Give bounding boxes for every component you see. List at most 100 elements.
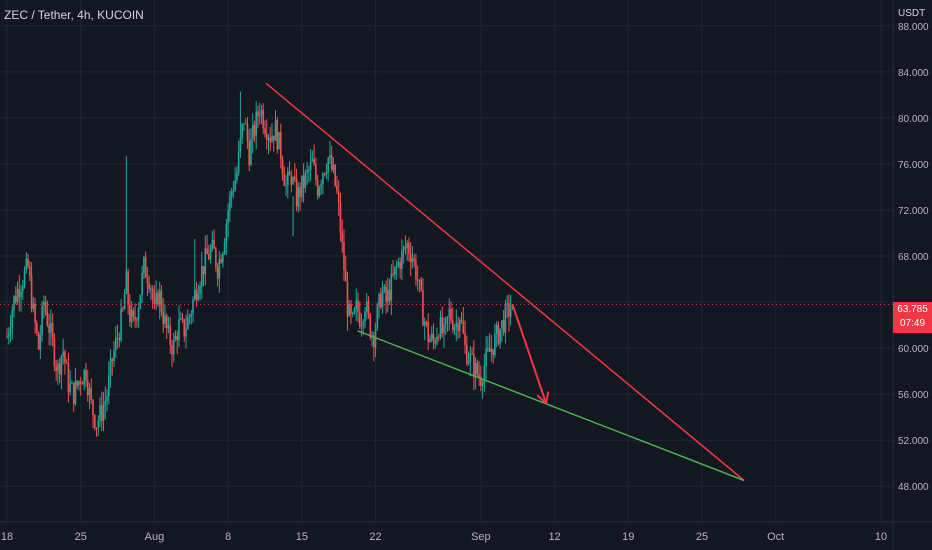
candle-body xyxy=(102,405,105,422)
y-axis[interactable]: 88.000 84.000 80.000 76.000 72.000 68.000 60.0… xyxy=(892,0,929,550)
candle-body xyxy=(329,155,331,158)
candle-body xyxy=(351,313,354,315)
candle-body xyxy=(480,376,482,387)
candle-body xyxy=(115,337,117,351)
candle-body xyxy=(136,319,138,321)
y-tick-label: 48.000 xyxy=(898,482,929,493)
candle-body xyxy=(272,135,275,141)
candle-body xyxy=(469,353,472,362)
candle-body xyxy=(283,173,286,186)
candle-body xyxy=(509,309,512,317)
candle-body xyxy=(395,265,398,267)
candle-body xyxy=(508,303,510,317)
candle-body xyxy=(318,187,321,196)
candle-body xyxy=(34,303,36,323)
candle-body xyxy=(362,321,365,326)
candle-body xyxy=(88,388,91,396)
candle-body xyxy=(422,290,424,326)
trendline-drawings[interactable] xyxy=(265,82,745,482)
candle-body xyxy=(36,322,38,333)
candle-body xyxy=(365,301,368,312)
candle-body xyxy=(143,257,145,273)
candle-body xyxy=(243,123,245,125)
candle-body xyxy=(197,293,200,300)
candle-body xyxy=(155,292,157,304)
candle-body xyxy=(190,313,193,317)
candle-body xyxy=(165,315,168,329)
candle-body xyxy=(313,159,315,165)
candle-body xyxy=(134,316,136,320)
y-tick-label: 60.000 xyxy=(898,344,929,355)
current-price-badge: 63.785 07:49 xyxy=(893,302,932,333)
y-tick-label: 52.000 xyxy=(898,436,929,447)
candle-body xyxy=(309,161,312,171)
candle-body xyxy=(141,272,143,295)
candle-body xyxy=(499,328,501,344)
candle-body xyxy=(264,128,266,134)
x-tick-label: 8 xyxy=(225,531,231,543)
candle-body xyxy=(151,288,154,300)
candle-body xyxy=(437,336,440,338)
candle-body xyxy=(257,111,259,117)
candle-body xyxy=(448,309,451,317)
candle-body xyxy=(201,266,203,287)
candle-body xyxy=(122,308,124,310)
candle-body xyxy=(86,381,89,396)
candle-body xyxy=(95,427,98,429)
candle-body xyxy=(429,338,431,342)
candle-body xyxy=(292,176,294,185)
candle-body xyxy=(209,249,212,260)
candle-body xyxy=(16,289,19,303)
candle-body xyxy=(502,320,505,333)
candle-body xyxy=(285,185,287,187)
candle-body xyxy=(111,358,114,362)
symbol-title[interactable]: ZEC / Tether, 4h, KUCOIN xyxy=(4,8,144,22)
candle-body xyxy=(67,363,70,393)
candle-body xyxy=(44,302,47,312)
candle-body xyxy=(71,382,73,384)
x-tick-label: 10 xyxy=(875,531,887,543)
candle-body xyxy=(127,271,129,305)
candle-body xyxy=(269,137,272,142)
candle-body xyxy=(485,348,487,366)
candle-body xyxy=(132,309,135,317)
candle-body xyxy=(430,333,433,339)
candle-body xyxy=(481,383,484,387)
candle-body xyxy=(471,353,473,355)
candle-body xyxy=(169,325,172,346)
candle-body xyxy=(278,132,280,150)
candle-body xyxy=(274,120,277,141)
candle-body xyxy=(74,380,77,404)
candle-body xyxy=(451,320,454,331)
candle-body xyxy=(360,325,363,327)
candle-body xyxy=(392,273,394,275)
candle-body xyxy=(129,304,131,323)
candle-body xyxy=(229,196,231,211)
x-tick-label: 15 xyxy=(296,531,308,543)
candle-body xyxy=(399,261,401,269)
candle-body xyxy=(37,332,40,350)
candle-body xyxy=(69,383,71,393)
candle-body xyxy=(346,281,349,317)
candle-body xyxy=(262,109,265,129)
candle-body xyxy=(483,365,486,384)
candle-body xyxy=(62,351,64,356)
candle-body xyxy=(139,294,142,309)
x-tick-label: 18 xyxy=(1,531,13,543)
candle-body xyxy=(76,380,79,386)
candle-body xyxy=(248,140,250,165)
candle-body xyxy=(50,323,52,333)
candle-body xyxy=(427,322,430,342)
candle-body xyxy=(158,290,161,305)
candle-body xyxy=(357,300,359,313)
x-axis[interactable]: 18 25 Aug 8 15 22 Sep 12 19 25 Oct 10 xyxy=(0,521,932,543)
candle-body xyxy=(432,333,435,342)
candle-body xyxy=(325,172,328,175)
candle-body xyxy=(162,311,164,324)
candle-body xyxy=(179,318,182,320)
candle-body xyxy=(358,312,361,327)
candle-body xyxy=(172,340,175,355)
resistance-trendline xyxy=(265,82,745,482)
candle-body xyxy=(462,321,465,333)
